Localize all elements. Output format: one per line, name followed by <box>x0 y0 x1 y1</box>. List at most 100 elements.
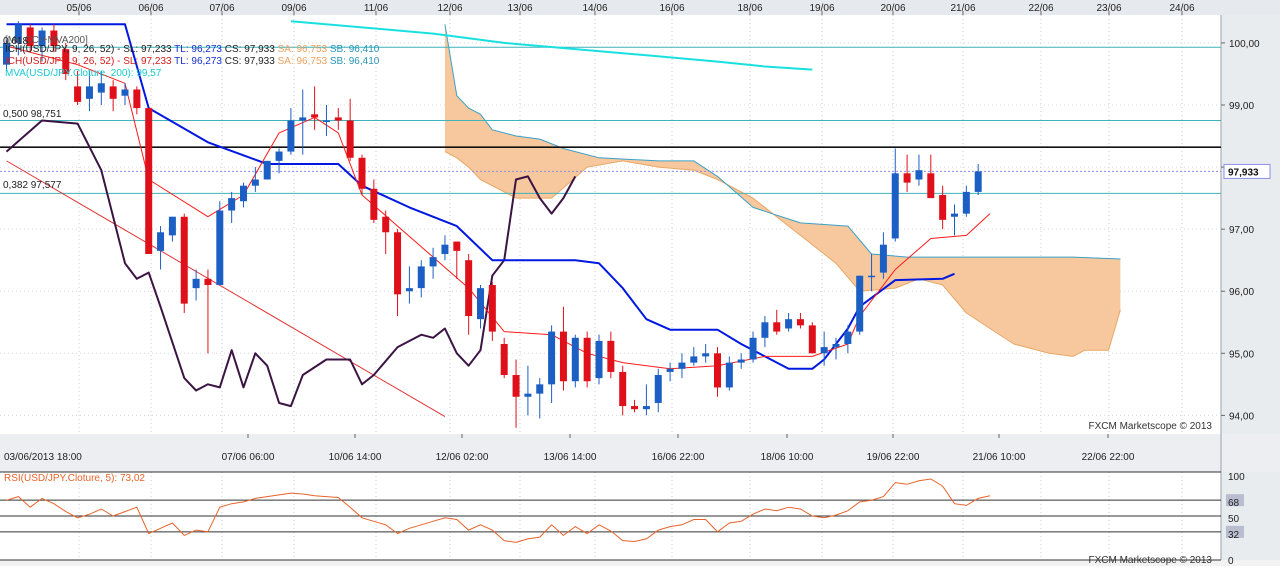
rsi-tick-68: 68 <box>1228 498 1240 509</box>
candle-body-7 <box>85 86 93 99</box>
candle-body-48 <box>571 337 579 382</box>
candle-body-16 <box>192 278 200 289</box>
candle-body-36 <box>429 257 437 267</box>
candle-body-80 <box>951 213 958 217</box>
candle-body-20 <box>240 185 247 202</box>
candle-body-33 <box>394 232 402 295</box>
top-date-13: 22/06 <box>1028 3 1053 14</box>
candle-body-56 <box>666 368 674 372</box>
candle-body-55 <box>654 375 662 403</box>
candle-body-79 <box>939 195 947 220</box>
rsi-legend: RSI(USD/JPY.Cloture, 5): 73,02 <box>4 473 145 484</box>
price-tick-4: 96,00 <box>1229 287 1254 298</box>
rsi-tick-100: 100 <box>1228 472 1245 483</box>
top-date-0: 05/06 <box>66 3 91 14</box>
candle-body-82 <box>974 171 982 192</box>
candle-body-0 <box>3 42 10 65</box>
candle-body-9 <box>109 86 117 99</box>
legend-line2: ICH(USD/JPY, 9, 26, 52) - SL: 97,233 TL:… <box>5 44 380 55</box>
candle-body-17 <box>204 278 212 286</box>
bottom-date-5: 16/06 22:00 <box>652 452 705 463</box>
bottom-date-0: 03/06/2013 18:00 <box>4 452 82 463</box>
candle-body-24 <box>287 120 295 152</box>
bottom-date-9: 22/06 22:00 <box>1082 452 1135 463</box>
candle-body-2 <box>26 27 34 47</box>
candle-body-25 <box>299 117 307 121</box>
candle-body-19 <box>228 198 236 211</box>
candle-body-26 <box>311 114 319 118</box>
candle-body-50 <box>595 340 603 379</box>
candle-body-70 <box>832 343 840 348</box>
price-tick-3: 97,00 <box>1229 225 1254 236</box>
candle-body-3 <box>38 30 46 47</box>
rsi-box-68 <box>1226 494 1244 507</box>
bottom-date-8: 21/06 10:00 <box>973 452 1026 463</box>
candle-body-41 <box>488 285 496 332</box>
candle-body-14 <box>168 216 176 236</box>
candle-body-8 <box>97 83 105 93</box>
candle-body-52 <box>619 371 627 407</box>
top-date-8: 16/06 <box>659 3 684 14</box>
candle-body-38 <box>453 241 461 251</box>
candle-body-32 <box>382 216 390 233</box>
legend-tl-2: TL: 96,273 <box>174 56 225 67</box>
candle-body-71 <box>844 331 852 344</box>
candle-body-43 <box>512 375 520 397</box>
candle-body-77 <box>915 170 923 180</box>
price-axis-panel <box>1221 15 1280 434</box>
candle-body-59 <box>702 353 710 357</box>
bottom-date-bar <box>0 434 1280 472</box>
candle-body-64 <box>761 322 769 338</box>
top-date-9: 18/06 <box>737 3 762 14</box>
candle-body-23 <box>275 151 283 161</box>
bottom-date-6: 18/06 10:00 <box>761 452 814 463</box>
bottom-date-4: 13/06 14:00 <box>544 452 597 463</box>
top-date-15: 24/06 <box>1169 3 1194 14</box>
candle-body-11 <box>133 89 141 109</box>
legend-sb-2: SB: 96,410 <box>330 56 380 67</box>
candle-body-61 <box>725 362 733 388</box>
candle-body-30 <box>358 157 366 189</box>
candle-body-78 <box>927 173 935 199</box>
mva200-line <box>290 20 813 71</box>
candle-body-5 <box>62 49 70 74</box>
candle-body-45 <box>536 384 544 394</box>
downtrend-line <box>6 160 446 418</box>
candle-body-28 <box>334 117 342 121</box>
top-date-5: 12/06 <box>437 3 462 14</box>
candle-body-67 <box>796 319 804 326</box>
current-price-label: 97,933 <box>1228 167 1259 178</box>
candle-body-68 <box>808 325 816 354</box>
candle-body-35 <box>417 266 425 289</box>
candle-body-39 <box>465 260 473 317</box>
candle-body-57 <box>678 362 686 369</box>
senkou-span-a <box>444 151 1121 357</box>
candle-body-66 <box>785 319 793 329</box>
candle-body-10 <box>121 89 129 96</box>
candle-body-81 <box>962 191 970 214</box>
candle-body-53 <box>631 406 639 410</box>
top-date-11: 20/06 <box>880 3 905 14</box>
ichimoku-cloud <box>444 24 1121 357</box>
candle-body-27 <box>322 120 330 123</box>
top-date-bar <box>0 0 1280 15</box>
top-date-14: 23/06 <box>1096 3 1121 14</box>
top-date-2: 07/06 <box>209 3 234 14</box>
legend-line3: ICH(USD/JPY, 9, 26, 52) - SL: 97,233 TL:… <box>5 56 380 67</box>
fib-label-0382: 0,382 97,577 <box>3 180 62 191</box>
candle-body-4 <box>50 30 58 47</box>
candle-body-31 <box>370 188 378 220</box>
price-tick-1: 99,00 <box>1229 101 1254 112</box>
candle-body-63 <box>749 337 757 360</box>
top-date-4: 11/06 <box>364 3 389 14</box>
rsi-tick-0: 0 <box>1228 556 1234 566</box>
bottom-date-1: 07/06 06:00 <box>222 452 275 463</box>
candle-body-46 <box>548 331 556 385</box>
top-date-12: 21/06 <box>950 3 975 14</box>
price-tick-6: 94,00 <box>1229 411 1254 422</box>
candle-body-73 <box>868 275 876 278</box>
legend-line1: [Mo CCI+MVA200] <box>5 35 88 46</box>
candle-body-29 <box>346 120 354 158</box>
